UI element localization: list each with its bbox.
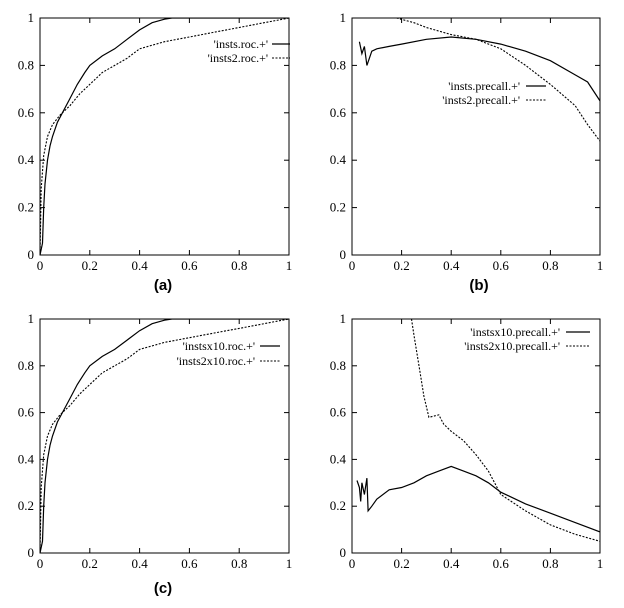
y-tick-label: 0 xyxy=(340,247,347,262)
plot-frame xyxy=(351,318,601,554)
x-tick-label: 1 xyxy=(286,556,293,571)
chart-panel-4: 0 0.2 0.4 0.6 0.8 1 0 0.2 0.4 0.6 0.8 1 'instsx10.pr… xyxy=(330,311,604,571)
chart-panel-3: 0 0.2 0.4 0.6 0.8 1 0 0.2 0.4 0.6 0.8 1 'instsx10.ro… xyxy=(18,311,293,597)
x-tick-label: 0.6 xyxy=(493,556,510,571)
x-tick-label: 0.8 xyxy=(542,556,558,571)
y-tick-label: 0.2 xyxy=(18,200,34,215)
panel-caption: (a) xyxy=(154,277,172,294)
x-tick-label: 1 xyxy=(597,556,604,571)
y-tick-label: 0.8 xyxy=(18,358,34,373)
y-tick-label: 0 xyxy=(28,247,35,262)
y-tick-label: 1 xyxy=(28,311,35,326)
y-tick-label: 1 xyxy=(340,311,347,326)
legend-label-2: 'insts2.roc.+' xyxy=(208,51,268,65)
series-line-2 xyxy=(40,319,289,553)
y-tick-label: 0.8 xyxy=(330,57,346,72)
y-tick-label: 0.6 xyxy=(18,405,35,420)
y-tick-label: 1 xyxy=(28,10,35,25)
x-tick-label: 0 xyxy=(349,556,356,571)
plot-frame xyxy=(351,17,601,256)
chart-panel-1: 0 0.2 0.4 0.6 0.8 1 0 0.2 0.4 0.6 0.8 1 'insts.roc.+… xyxy=(18,10,293,294)
x-tick-label: 0.2 xyxy=(82,556,98,571)
series-line-2 xyxy=(410,319,600,542)
series-line-1 xyxy=(356,465,600,533)
x-tick-label: 0 xyxy=(37,556,44,571)
x-tick-label: 0.6 xyxy=(493,258,510,273)
x-tick-label: 0.8 xyxy=(231,556,247,571)
y-tick-label: 0.6 xyxy=(18,105,35,120)
y-tick-label: 0.2 xyxy=(330,200,346,215)
legend-label-1: 'instsx10.roc.+' xyxy=(183,339,255,353)
x-tick-label: 0.2 xyxy=(82,258,98,273)
y-tick-label: 0.4 xyxy=(18,451,35,466)
x-tick-label: 0.6 xyxy=(181,258,198,273)
y-tick-label: 0.4 xyxy=(18,152,35,167)
x-tick-label: 0 xyxy=(349,258,356,273)
series-line-2 xyxy=(396,18,600,142)
x-tick-label: 0.4 xyxy=(131,258,148,273)
panel-caption: (c) xyxy=(154,580,172,597)
y-tick-label: 0.4 xyxy=(330,451,347,466)
x-tick-label: 0.6 xyxy=(181,556,198,571)
y-tick-label: 0 xyxy=(28,545,35,560)
series-line-1 xyxy=(358,36,600,102)
panel-caption: (b) xyxy=(469,277,488,294)
x-tick-label: 0.4 xyxy=(131,556,148,571)
x-tick-label: 0 xyxy=(37,258,44,273)
x-tick-label: 0.2 xyxy=(393,258,409,273)
x-tick-label: 1 xyxy=(597,258,604,273)
plot-frame xyxy=(39,318,290,554)
series-line-1 xyxy=(40,319,289,553)
legend-label-2: 'insts2.precall.+' xyxy=(442,93,520,107)
chart-panel-2: 0 0.2 0.4 0.6 0.8 1 0 0.2 0.4 0.6 0.8 1 'insts.preca… xyxy=(330,10,604,294)
series-line-1 xyxy=(40,18,289,255)
x-tick-label: 0.8 xyxy=(542,258,558,273)
y-tick-label: 1 xyxy=(340,10,347,25)
legend-label-1: 'insts.precall.+' xyxy=(448,79,520,93)
y-tick-label: 0.6 xyxy=(330,105,347,120)
series-line-2 xyxy=(40,18,289,255)
y-tick-label: 0 xyxy=(340,545,347,560)
legend-label-1: 'insts.roc.+' xyxy=(214,37,268,51)
y-tick-label: 0.4 xyxy=(330,152,347,167)
plot-frame xyxy=(39,17,290,256)
x-tick-label: 1 xyxy=(286,258,293,273)
legend-label-1: 'instsx10.precall.+' xyxy=(470,325,560,339)
legend-label-2: 'insts2x10.precall.+' xyxy=(464,339,560,353)
y-tick-label: 0.2 xyxy=(18,498,34,513)
y-tick-label: 0.8 xyxy=(330,358,346,373)
x-tick-label: 0.2 xyxy=(393,556,409,571)
y-tick-label: 0.8 xyxy=(18,57,34,72)
x-tick-label: 0.8 xyxy=(231,258,247,273)
y-tick-label: 0.6 xyxy=(330,405,347,420)
x-tick-label: 0.4 xyxy=(443,556,460,571)
y-tick-label: 0.2 xyxy=(330,498,346,513)
legend-label-2: 'insts2x10.roc.+' xyxy=(177,354,255,368)
x-tick-label: 0.4 xyxy=(443,258,460,273)
